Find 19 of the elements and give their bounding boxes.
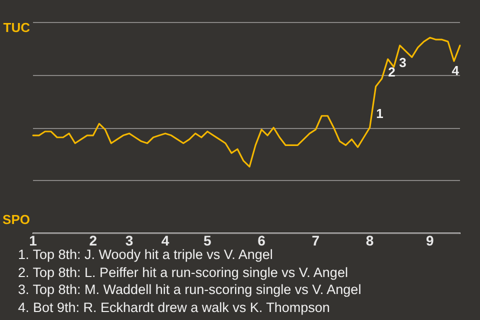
text: 1. Top 8th: J. Woody hit a triple vs V. Angel <box>18 247 273 262</box>
text: SPO <box>2 212 30 228</box>
text: 3. Top 8th: M. Waddell hit a run-scoring single vs V. Angel <box>18 281 362 298</box>
annotation: 3 <box>399 55 406 70</box>
x-tick-label: 5 <box>204 232 212 248</box>
x-tick-label: 8 <box>366 232 374 248</box>
x-tick-label: 4 <box>161 232 170 248</box>
annotation: 2 <box>388 64 396 80</box>
x-tick-label: 9 <box>426 232 434 248</box>
annotation: 1 <box>376 106 384 122</box>
x-tick-label: 7 <box>312 232 320 248</box>
x-tick-label: 3 <box>125 232 134 248</box>
annotation: 4 <box>452 63 460 78</box>
x-tick-label: 6 <box>258 232 266 248</box>
x-tick-label: 1 <box>29 232 38 248</box>
text: 4. Bot 9th: R. Eckhardt drew a walk vs K. Thompson <box>18 298 331 316</box>
text: 2. Top 8th: L. Peiffer hit a run-scoring single vs V. Angel <box>18 264 349 281</box>
text: TUC <box>3 20 31 35</box>
x-tick-label: 2 <box>89 232 98 248</box>
